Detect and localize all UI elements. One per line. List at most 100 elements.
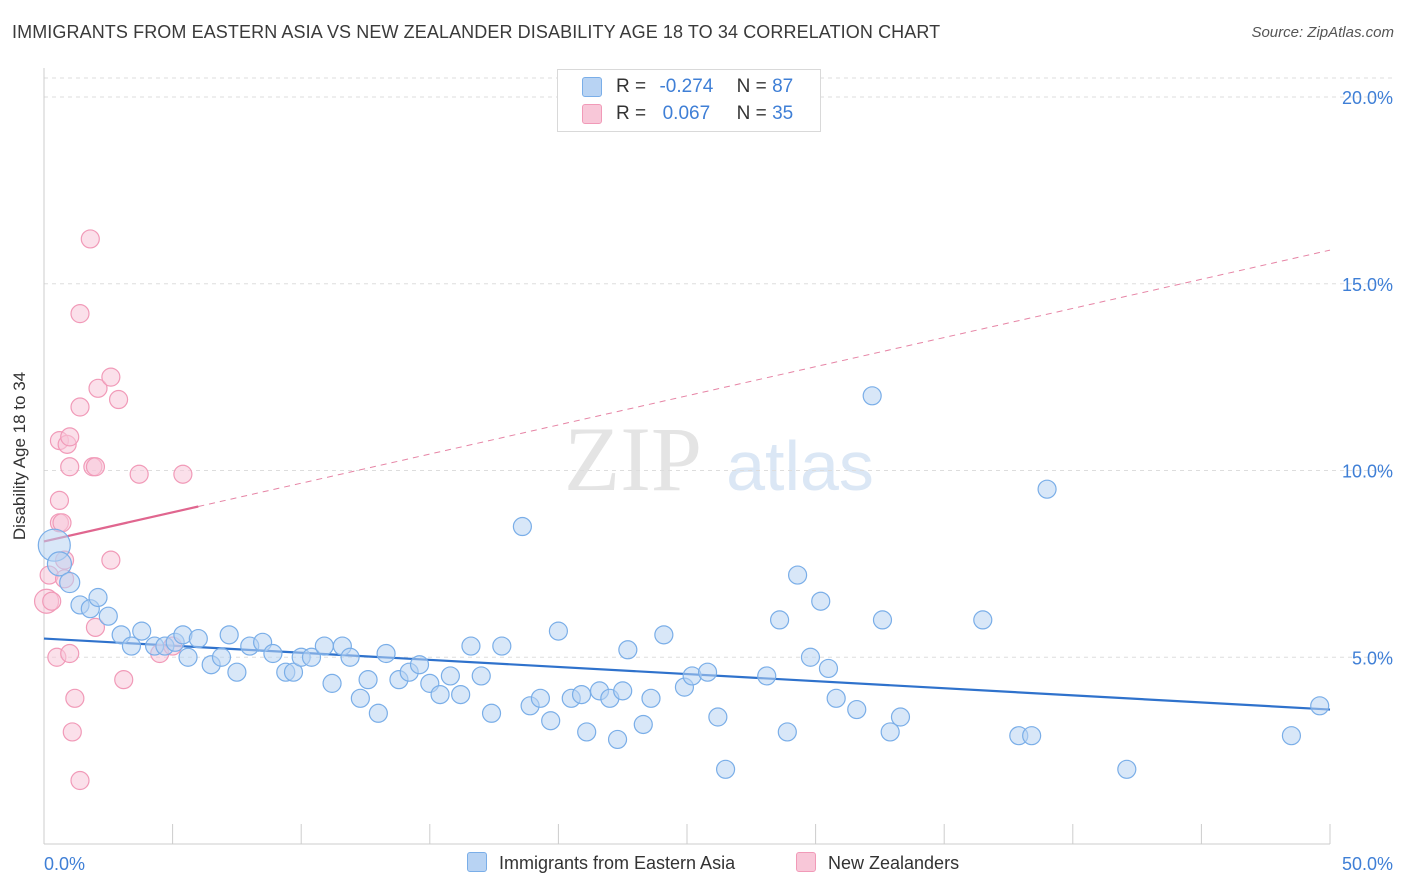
point-eastern-asia [461,636,481,656]
point-new-zealanders [108,389,129,410]
point-eastern-asia [88,587,108,608]
point-new-zealanders [129,464,149,484]
point-eastern-asia [492,636,512,656]
point-eastern-asia [46,551,73,577]
point-new-zealanders [85,457,106,477]
point-new-zealanders [60,427,80,447]
point-eastern-asia [708,707,728,727]
bottom-legend-eastern-asia: Immigrants from Eastern Asia [467,852,735,874]
watermark: ZIP atlas [564,408,874,510]
trend-line-new-zealanders-solid [43,505,199,543]
point-new-zealanders [65,688,85,708]
watermark-zip: ZIP [564,408,702,510]
point-eastern-asia [633,714,653,735]
legend-n-value: 35 [772,103,794,124]
bottom-legend-swatch-pink [796,852,816,872]
bottom-legend-label: Immigrants from Eastern Asia [499,853,736,873]
point-eastern-asia [301,647,322,667]
legend-n-label: N = [736,103,767,124]
tick-labels: 5.0% 10.0% 15.0% 20.0% 0.0% 50.0% [44,88,1393,874]
point-eastern-asia [283,662,304,682]
point-new-zealanders [80,229,100,249]
y-tick-label: 10.0% [1342,462,1393,482]
point-eastern-asia [641,688,661,708]
point-eastern-asia [340,647,360,667]
point-eastern-asia [577,722,597,742]
point-new-zealanders [101,550,121,570]
point-eastern-asia [368,703,388,723]
point-eastern-asia [715,759,736,779]
point-new-zealanders [70,397,90,417]
legend-r-label: R = [616,103,647,124]
point-new-zealanders [114,670,134,690]
point-new-zealanders [42,591,62,611]
legend-r-label: R = [616,76,647,97]
grid-lines [44,77,1393,658]
point-eastern-asia [227,662,247,682]
point-eastern-asia [880,722,900,742]
point-eastern-asia [973,610,993,630]
point-eastern-asia [541,711,561,731]
point-new-zealanders [60,457,80,477]
data-points [33,229,1330,791]
point-eastern-asia [613,681,633,701]
point-eastern-asia [890,707,911,727]
point-eastern-asia [607,729,628,750]
legend-r-value: 0.067 [662,103,711,124]
point-eastern-asia [440,666,460,686]
point-eastern-asia [826,688,846,708]
bottom-legend-label: New Zealanders [828,853,960,873]
point-eastern-asia [211,647,232,667]
bottom-legend-swatch-blue [467,852,487,872]
y-tick-label: 20.0% [1342,88,1393,108]
point-eastern-asia [757,666,777,686]
point-new-zealanders [62,722,82,742]
point-eastern-asia [451,684,471,705]
point-eastern-asia [800,647,821,667]
y-axis-label: Disability Age 18 to 34 [10,371,29,541]
point-eastern-asia [769,610,790,630]
point-eastern-asia [1310,696,1330,716]
point-eastern-asia [219,625,239,645]
point-eastern-asia [178,647,198,667]
point-eastern-asia [376,643,396,664]
point-eastern-asia [697,662,718,682]
point-eastern-asia [530,688,550,708]
point-new-zealanders [60,643,80,664]
legend-r-value: -0.274 [659,76,714,97]
point-eastern-asia [471,666,491,686]
point-eastern-asia [1281,726,1302,746]
legend-n-label: N = [736,76,767,97]
watermark-atlas: atlas [726,427,874,505]
bottom-legend-new-zealanders: New Zealanders [796,852,959,874]
x-tick-label: 0.0% [44,854,85,874]
point-eastern-asia [1117,759,1137,779]
legend-n-value: 87 [772,76,794,97]
point-eastern-asia [1037,479,1057,499]
point-eastern-asia [59,571,81,594]
point-eastern-asia [787,565,808,585]
chart-title: IMMIGRANTS FROM EASTERN ASIA VS NEW ZEAL… [12,22,941,42]
point-new-zealanders [70,770,90,791]
y-tick-label: 15.0% [1342,275,1393,295]
point-new-zealanders [70,304,90,324]
point-new-zealanders [101,367,121,387]
source-label: Source: ZipAtlas.com [1251,24,1394,41]
point-eastern-asia [512,516,532,537]
point-eastern-asia [571,684,592,705]
point-eastern-asia [862,386,882,406]
x-tick-label: 50.0% [1342,854,1393,874]
point-eastern-asia [430,684,450,705]
point-eastern-asia [548,621,569,641]
point-eastern-asia [188,628,208,649]
point-eastern-asia [263,643,283,664]
point-eastern-asia [618,640,638,660]
point-eastern-asia [121,636,142,656]
point-eastern-asia [314,636,334,656]
point-new-zealanders [88,378,108,398]
point-eastern-asia [654,625,674,645]
point-eastern-asia [818,658,839,679]
correlation-legend: R = -0.274 N = 87 R = 0.067 N = 35 [557,69,821,132]
point-eastern-asia [1022,726,1042,746]
